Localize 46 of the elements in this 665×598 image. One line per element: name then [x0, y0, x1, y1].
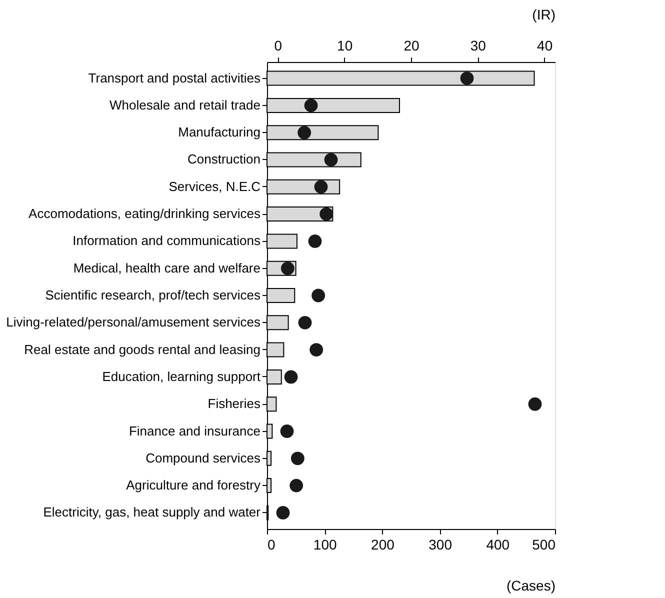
point — [460, 72, 474, 85]
x-tick-label: 0 — [268, 536, 276, 552]
point — [276, 506, 290, 520]
x2-tick-label: 0 — [274, 38, 282, 54]
y-tick-label: Manufacturing — [178, 124, 260, 140]
point — [284, 370, 298, 384]
point — [310, 343, 324, 356]
point — [298, 126, 312, 140]
x-tick-label: 400 — [486, 536, 510, 552]
point — [528, 397, 542, 411]
y-tick-label: Real estate and goods rental and leasing — [24, 342, 260, 357]
point — [314, 180, 328, 194]
x2-tick-label: 10 — [337, 38, 353, 54]
y-tick-label: Agriculture and forestry — [126, 478, 261, 493]
y-tick-label: Electricity, gas, heat supply and water — [43, 504, 262, 520]
y-tick-label: Scientific research, prof/tech services — [45, 288, 261, 302]
point — [280, 424, 294, 438]
point — [312, 288, 326, 302]
y-tick-label: Fisheries — [208, 396, 261, 412]
point — [304, 98, 318, 112]
x2-tick-label: 40 — [537, 38, 553, 54]
y-tick-label: Medical, health care and welfare — [73, 260, 260, 276]
y-tick-label: Transport and postal activities — [88, 70, 261, 86]
point — [298, 316, 312, 330]
y-tick-label: Information and communications — [72, 233, 261, 248]
y-tick-label: Finance and insurance — [128, 423, 260, 438]
y-tick-label: Compound services — [146, 450, 261, 466]
x-axis-title: (Cases) — [506, 578, 556, 594]
point — [324, 153, 338, 166]
x2-tick-label: 30 — [470, 38, 486, 54]
y-tick-label: Wholesale and retail trade — [109, 97, 260, 112]
x-tick-label: 100 — [313, 536, 337, 552]
y-tick-label: Construction — [188, 152, 260, 167]
point — [308, 234, 322, 248]
point — [290, 478, 304, 492]
x-tick-label: 300 — [428, 536, 452, 552]
y-tick-label: Services, N.E.C — [168, 178, 260, 194]
y-tick-label: Education, learning support — [102, 368, 261, 384]
x-tick-label: 500 — [532, 536, 556, 552]
x2-tick-label: 20 — [404, 38, 420, 54]
y-tick-label: Living-related/personal/amusement services — [6, 314, 261, 330]
y-tick-label: Accomodations, eating/drinking services — [28, 206, 261, 222]
point — [290, 452, 304, 466]
x-tick-label: 200 — [371, 536, 395, 552]
point — [320, 207, 334, 221]
x2-axis-title: (IR) — [532, 6, 556, 22]
